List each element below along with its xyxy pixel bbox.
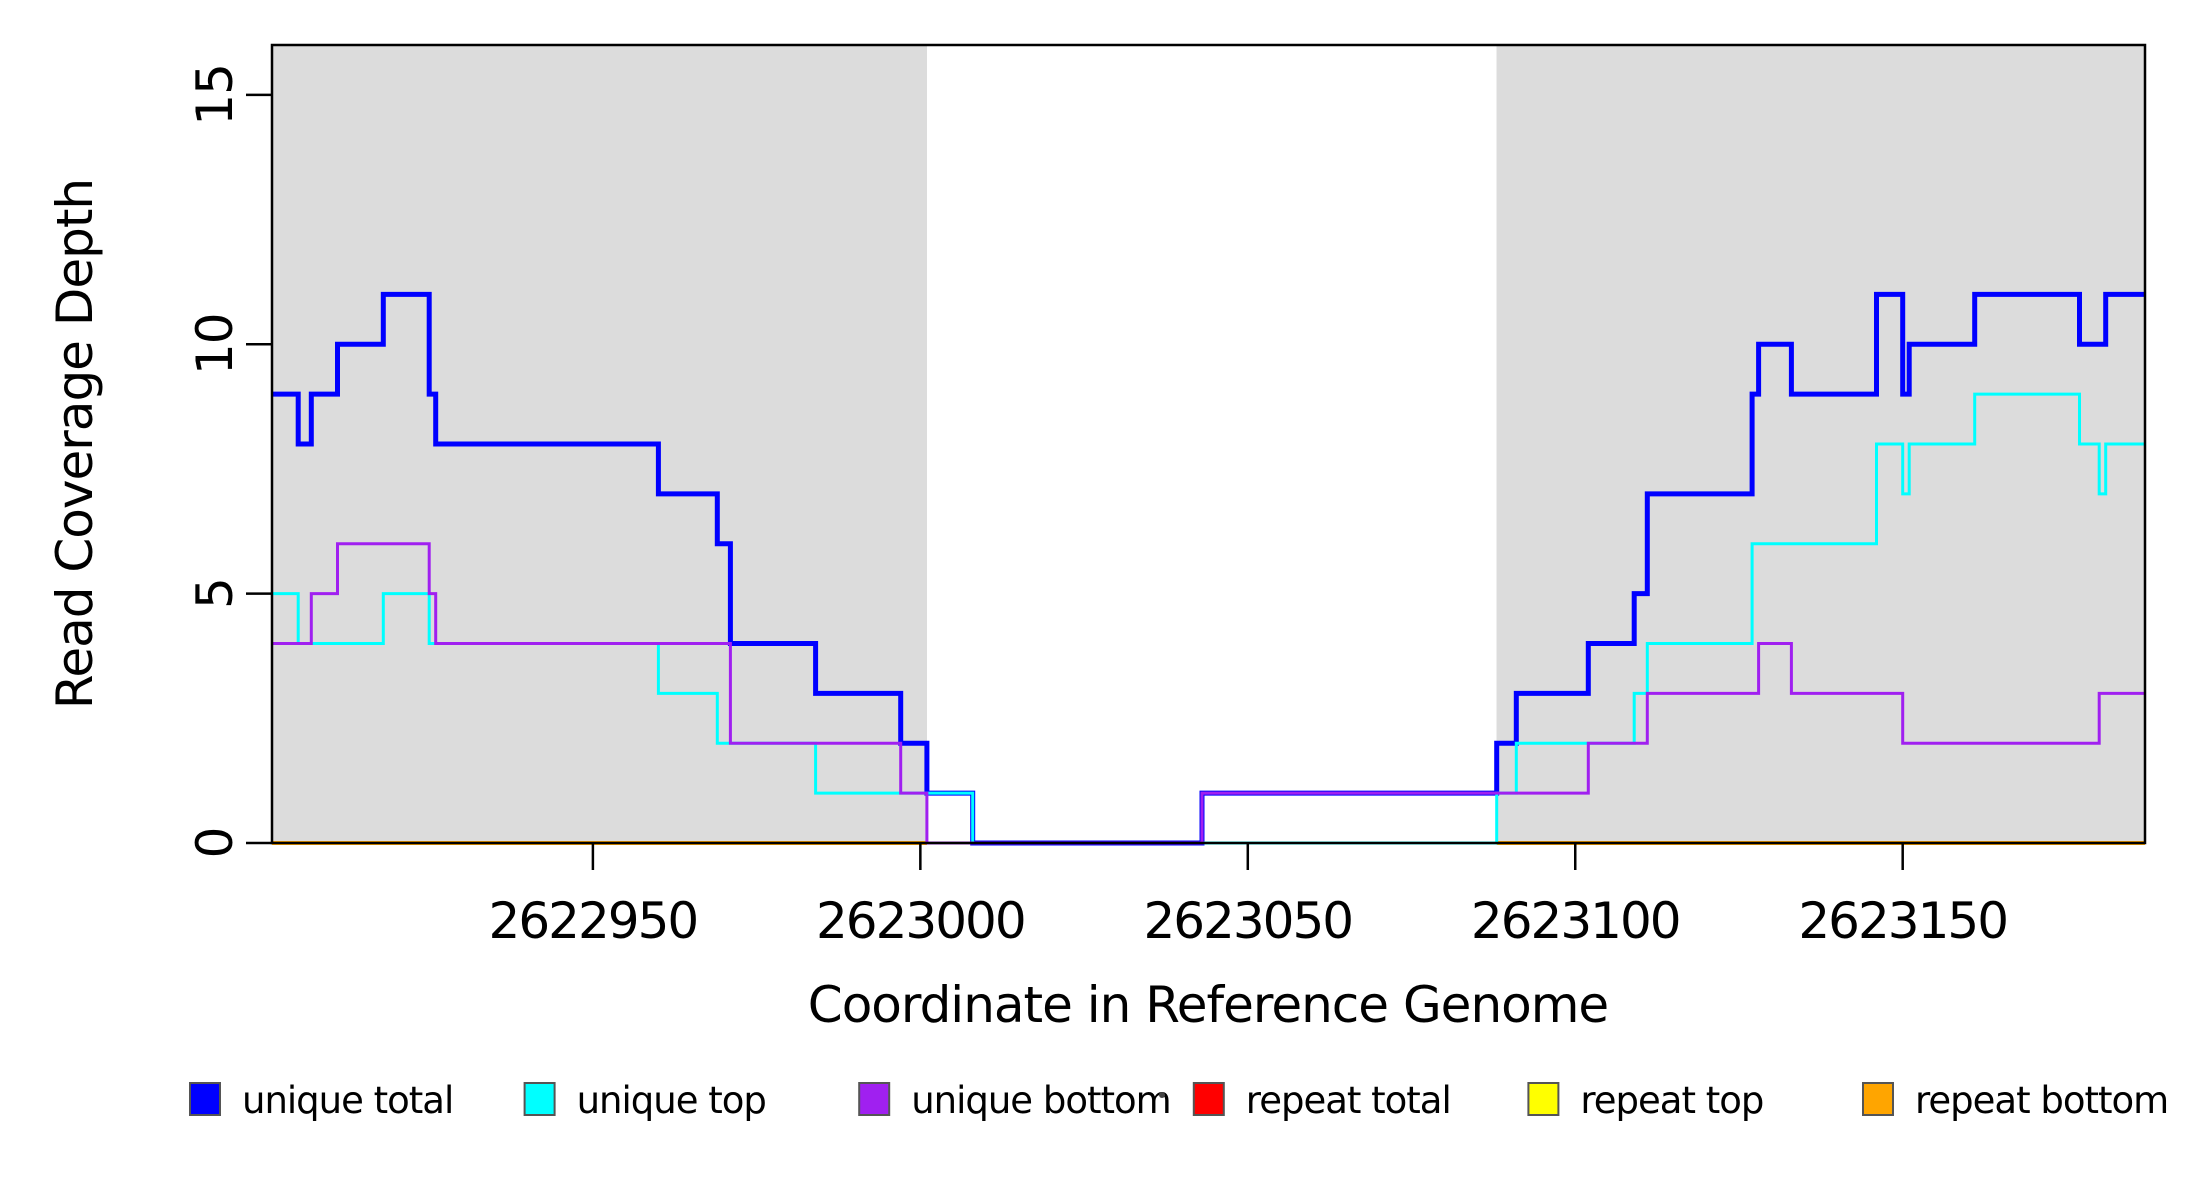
legend: unique total unique top unique bottom repea… [189,1079,2169,1122]
legend-swatch-repeat-total [1192,1082,1225,1116]
legend-swatch-unique-total [189,1082,221,1116]
legend-swatch-unique-top [523,1082,556,1116]
y-tick-label: 0 [186,828,244,859]
x-tick-label: 2623150 [1798,892,2007,950]
legend-item-unique-total: unique total [189,1079,454,1122]
legend-label: unique total [242,1079,453,1122]
legend-label: repeat bottom [1915,1079,2168,1122]
repeat-region-right [1496,45,2145,843]
x-axis-title: Coordinate in Reference Genome [808,976,1608,1034]
x-tick-label: 2623050 [1143,892,1352,950]
x-tick-label: 2623100 [1471,892,1680,950]
legend-label: repeat top [1580,1079,1763,1122]
legend-item-unique-top: unique top [523,1079,767,1122]
x-tick-label: 2622950 [489,892,698,950]
plot-border [270,43,2147,845]
y-tick-label: 5 [186,578,244,609]
legend-item-unique-bottom: unique bottom [858,1079,1172,1122]
legend-label: unique top [577,1079,766,1122]
legend-item-repeat-total: repeat total [1192,1079,1452,1122]
legend-label: unique bottom [911,1079,1170,1122]
y-tick-label: 10 [186,313,244,375]
legend-item-repeat-top: repeat top [1527,1079,1764,1122]
y-axis-title: Read Coverage Depth [46,179,104,709]
repeat-shaded-regions [272,45,2145,843]
legend-swatch-repeat-top [1527,1082,1560,1116]
stray-dot-artifact [1159,1092,1165,1098]
y-tick-label: 15 [186,64,244,126]
legend-item-repeat-bottom: repeat bottom [1862,1079,2169,1122]
legend-label: repeat total [1246,1079,1451,1122]
axes: 2622950 2623000 2623050 2623100 2623150 0 5 10 1… [186,64,2009,950]
x-tick-label: 2623000 [816,892,1025,950]
legend-swatch-repeat-bottom [1862,1082,1894,1116]
legend-swatch-unique-bottom [858,1082,891,1116]
